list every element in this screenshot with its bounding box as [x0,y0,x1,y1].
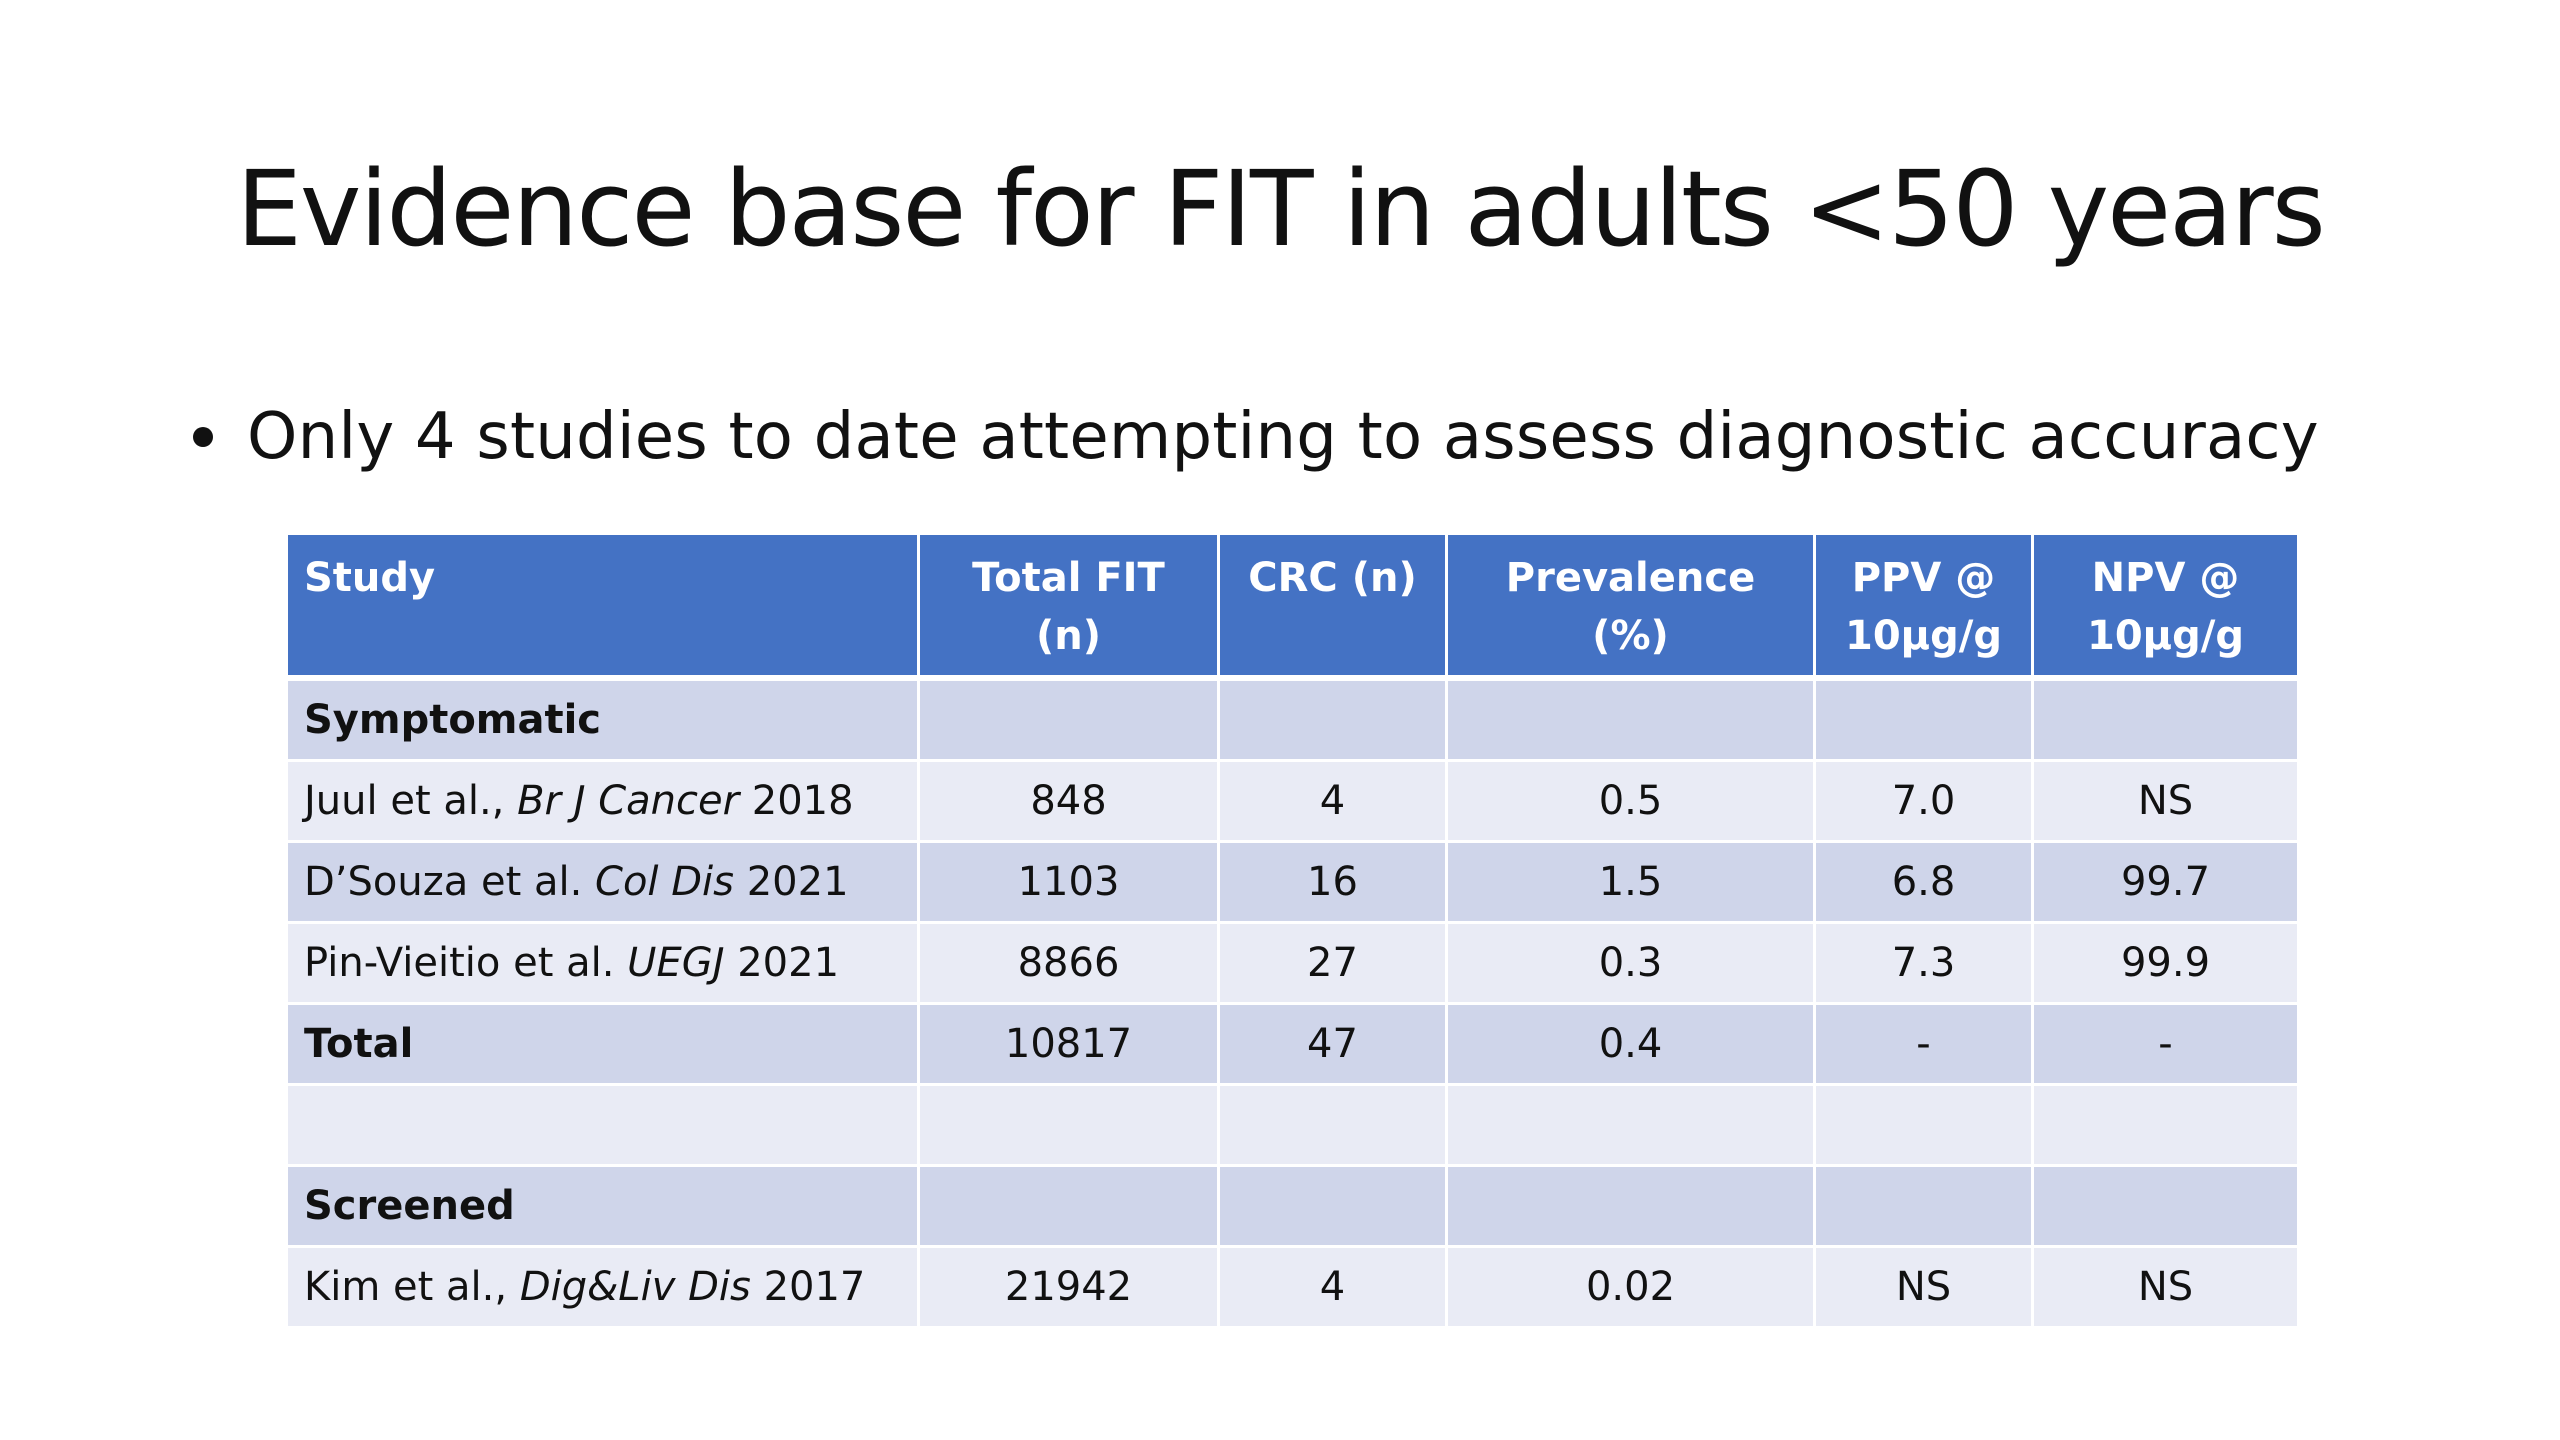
header-total-fit: Total FIT (n) [920,535,1220,681]
header-npv-line2: 10µg/g [2087,613,2244,659]
section-row-symptomatic: Symptomatic [288,681,2297,762]
table-cell [920,1167,1220,1248]
table-cell [920,681,1220,762]
table-cell [1448,1167,1816,1248]
npv-cell: - [2034,1005,2297,1086]
bullet-point: Only 4 studies to date attempting to ass… [193,392,2319,482]
study-year: 2017 [750,1264,866,1310]
study-author: D’Souza et al. [304,859,596,905]
study-cell: Juul et al., Br J Cancer 2018 [288,762,920,843]
ppv-cell: 7.3 [1816,924,2034,1005]
slide-title: Evidence base for FIT in adults <50 year… [236,148,2326,270]
npv-cell: NS [2034,1248,2297,1329]
section-label: Symptomatic [288,681,920,762]
total-fit-cell: 21942 [920,1248,1220,1329]
ppv-cell: 6.8 [1816,843,2034,924]
total-row: Total 10817 47 0.4 - - [288,1005,2297,1086]
npv-cell: NS [2034,762,2297,843]
header-study: Study [288,535,920,681]
npv-cell: 99.7 [2034,843,2297,924]
study-cell: Pin-Vieitio et al. UEGJ 2021 [288,924,920,1005]
table-header-row: Study Total FIT (n) CRC (n) Prevalence (… [288,535,2297,681]
table-cell [1448,1086,1816,1167]
ppv-cell: - [1816,1005,2034,1086]
study-journal: Col Dis [595,859,734,905]
prevalence-cell: 0.5 [1448,762,1816,843]
study-year: 2021 [734,859,849,905]
total-fit-cell: 1103 [920,843,1220,924]
crc-cell: 4 [1220,1248,1448,1329]
section-label: Screened [288,1167,920,1248]
crc-cell: 27 [1220,924,1448,1005]
total-fit-cell: 10817 [920,1005,1220,1086]
prevalence-cell: 0.3 [1448,924,1816,1005]
table-cell [1816,681,2034,762]
table-cell [2034,1167,2297,1248]
prevalence-cell: 1.5 [1448,843,1816,924]
table-cell [1816,1086,2034,1167]
total-fit-cell: 848 [920,762,1220,843]
table-cell [1448,681,1816,762]
table-cell [2034,681,2297,762]
table-cell [1220,1086,1448,1167]
crc-cell: 4 [1220,762,1448,843]
ppv-cell: NS [1816,1248,2034,1329]
table-row: D’Souza et al. Col Dis 2021 1103 16 1.5 … [288,843,2297,924]
bullet-text: Only 4 studies to date attempting to ass… [247,400,2319,474]
header-ppv-line2: 10µg/g [1845,613,2002,659]
empty-row [288,1086,2297,1167]
study-journal: UEGJ [627,940,725,986]
study-cell: D’Souza et al. Col Dis 2021 [288,843,920,924]
header-ppv: PPV @ 10µg/g [1816,535,2034,681]
table-cell [1220,681,1448,762]
npv-cell: 99.9 [2034,924,2297,1005]
study-journal: Br J Cancer [517,778,740,824]
table-row: Pin-Vieitio et al. UEGJ 2021 8866 27 0.3… [288,924,2297,1005]
evidence-table: Study Total FIT (n) CRC (n) Prevalence (… [288,535,2297,1329]
section-row-screened: Screened [288,1167,2297,1248]
table-row: Kim et al., Dig&Liv Dis 2017 21942 4 0.0… [288,1248,2297,1329]
ppv-cell: 7.0 [1816,762,2034,843]
header-crc: CRC (n) [1220,535,1448,681]
crc-cell: 47 [1220,1005,1448,1086]
total-fit-cell: 8866 [920,924,1220,1005]
table-cell [920,1086,1220,1167]
header-prevalence: Prevalence (%) [1448,535,1816,681]
study-author: Kim et al., [304,1264,520,1310]
table-cell [288,1086,920,1167]
table-row: Juul et al., Br J Cancer 2018 848 4 0.5 … [288,762,2297,843]
study-author: Juul et al., [304,778,518,824]
prevalence-cell: 0.02 [1448,1248,1816,1329]
header-ppv-line1: PPV @ [1851,555,1996,601]
study-author: Pin-Vieitio et al. [304,940,628,986]
study-journal: Dig&Liv Dis [519,1264,751,1310]
table-cell [1816,1167,2034,1248]
header-npv: NPV @ 10µg/g [2034,535,2297,681]
study-cell: Kim et al., Dig&Liv Dis 2017 [288,1248,920,1329]
bullet-dot-icon [193,427,213,447]
study-year: 2018 [739,778,854,824]
prevalence-cell: 0.4 [1448,1005,1816,1086]
study-year: 2021 [724,940,840,986]
table-cell [2034,1086,2297,1167]
crc-cell: 16 [1220,843,1448,924]
total-label: Total [288,1005,920,1086]
table-cell [1220,1167,1448,1248]
header-npv-line1: NPV @ [2091,555,2240,601]
